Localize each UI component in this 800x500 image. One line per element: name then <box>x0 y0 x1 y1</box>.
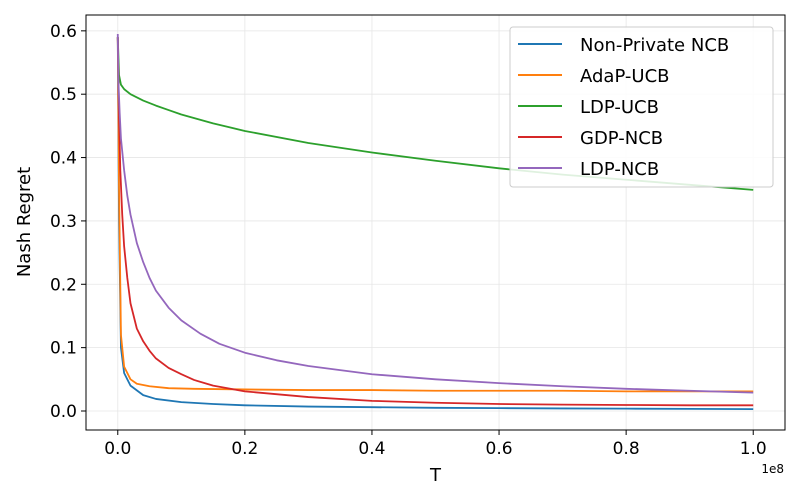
x-tick-label: 1.0 <box>740 439 767 459</box>
series-line-non-private-ncb <box>116 37 754 410</box>
x-tick-label: 0.6 <box>486 439 513 459</box>
y-axis-label: Nash Regret <box>14 167 35 277</box>
x-axis: 0.0 0.2 0.4 0.6 0.8 1.0 <box>104 430 767 459</box>
y-tick-label: 0.5 <box>50 85 77 105</box>
y-tick-label: 0.2 <box>50 275 77 295</box>
y-tick-label: 0.3 <box>50 212 77 232</box>
series-line-gdp-ncb <box>116 37 754 407</box>
y-tick-label: 0.1 <box>50 339 77 359</box>
y-tick-label: 0.0 <box>50 402 77 422</box>
y-tick-label: 0.4 <box>50 149 77 169</box>
legend-label-non-private-ncb: Non-Private NCB <box>580 35 729 56</box>
x-tick-label: 0.0 <box>104 439 131 459</box>
legend-box <box>509 26 774 188</box>
series-line-ldp-ncb <box>116 33 754 394</box>
x-tick-label: 0.8 <box>613 439 640 459</box>
x-offset-label: 1e8 <box>761 462 784 476</box>
legend-label-ldp-ucb: LDP-UCB <box>580 97 659 118</box>
y-axis: 0.0 0.1 0.2 0.3 0.4 0.5 0.6 <box>50 22 86 422</box>
legend-label-adap-ucb: AdaP-UCB <box>580 66 670 87</box>
legend-label-gdp-ncb: GDP-NCB <box>580 128 663 149</box>
x-tick-label: 0.4 <box>358 439 385 459</box>
plot-frame <box>85 14 786 431</box>
legend-label-ldp-ncb: LDP-NCB <box>580 159 659 180</box>
legend: Non-Private NCB AdaP-UCB LDP-UCB GDP-NCB LDP… <box>509 26 774 188</box>
x-axis-label: T <box>429 465 442 486</box>
x-tick-label: 0.2 <box>231 439 258 459</box>
y-tick-label: 0.6 <box>50 22 77 42</box>
series-line-adap-ucb <box>116 37 754 393</box>
